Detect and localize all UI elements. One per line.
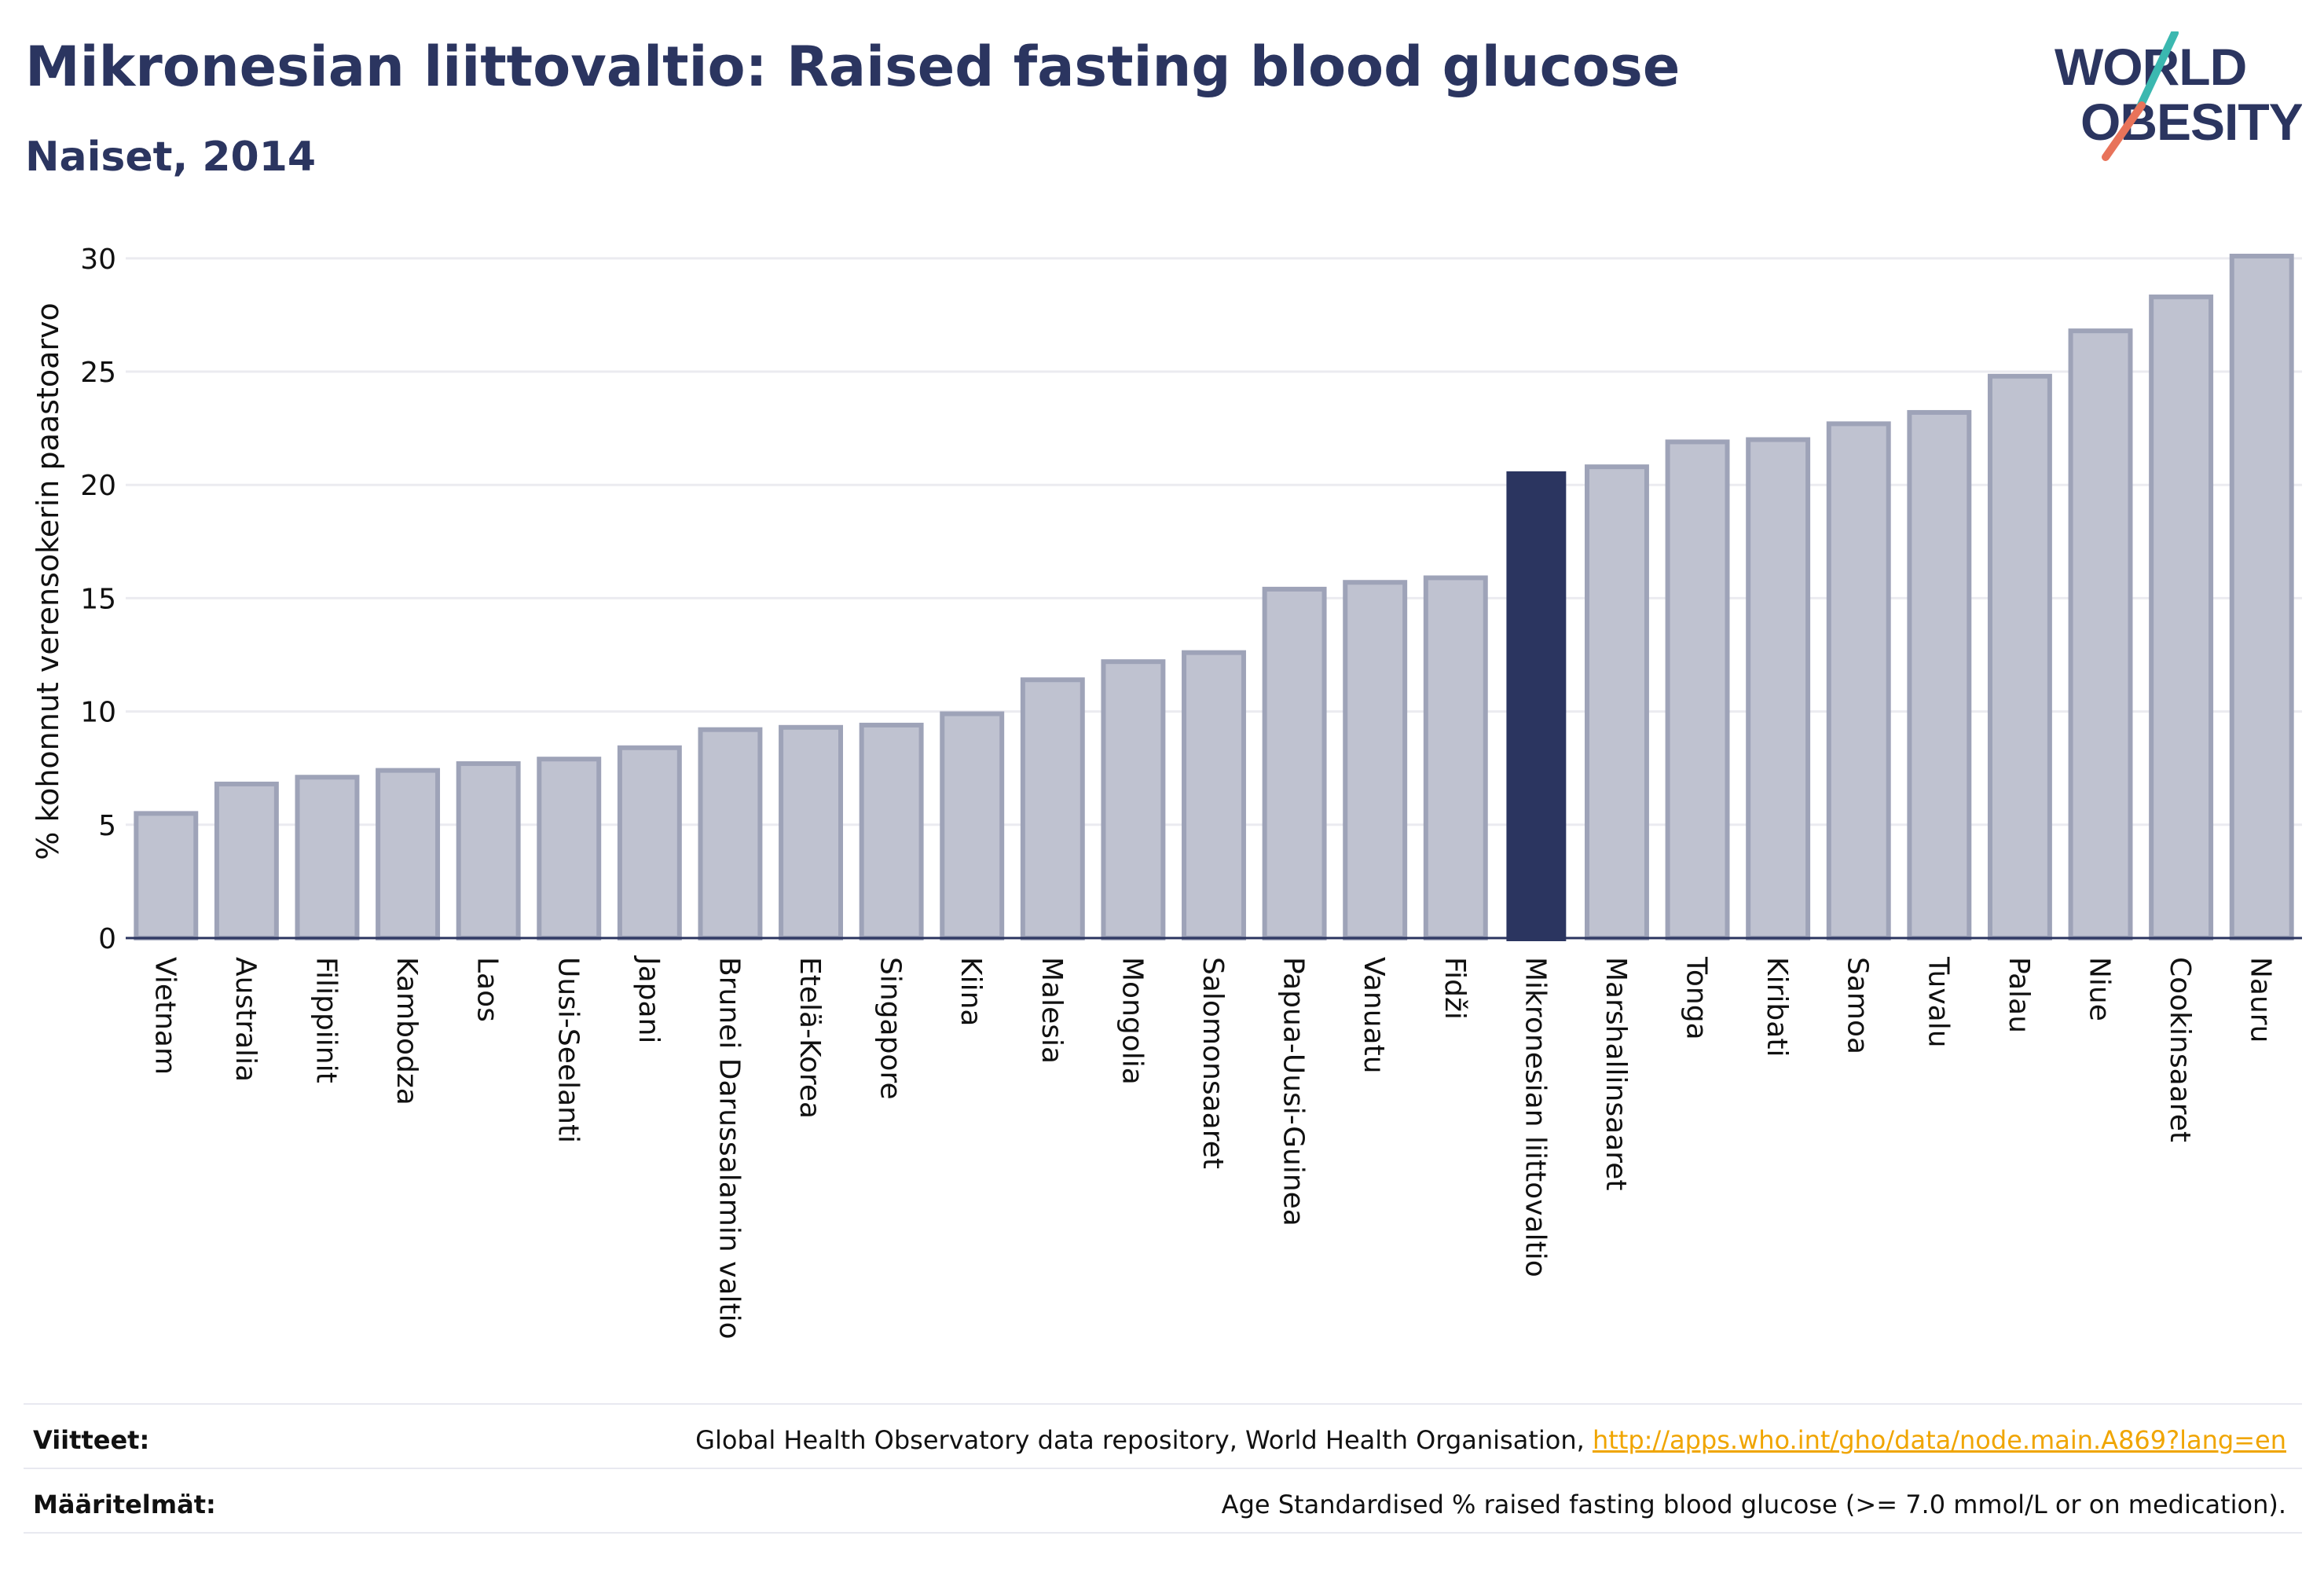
bar-mikronesian-liittovaltio[interactable] (1506, 471, 1567, 941)
x-tick-label: Uusi-Seelanti (552, 957, 584, 1143)
x-tick-label: Papua-Uusi-Guinea (1277, 957, 1310, 1226)
bar-chart: 0 5 10 15 20 25 30 Vietnam Australia Filippiinit… (31, 244, 2302, 1340)
footer-divider-top (24, 1403, 2302, 1405)
references-link[interactable]: http://apps.who.int/gho/data/node.main.A… (1592, 1425, 2286, 1455)
references-source: Global Health Observatory data repositor… (695, 1425, 1593, 1455)
y-tick-label: 10 (80, 697, 116, 729)
x-tick-label: Tonga (1681, 956, 1713, 1040)
bar-salomonsaaret[interactable] (1182, 650, 1246, 940)
x-tick-label: Kiina (955, 957, 987, 1027)
bar-nauru[interactable] (2229, 253, 2294, 940)
y-tick-label: 30 (80, 244, 116, 276)
x-tick-label: Filippiinit (310, 957, 342, 1083)
bar-kiina[interactable] (940, 711, 1005, 940)
bar-kiribati[interactable] (1746, 437, 1811, 940)
definitions-label: Määritelmät: (33, 1490, 216, 1519)
bar-samoa[interactable] (1826, 421, 1891, 940)
bar-marshallinsaaret[interactable] (1585, 464, 1649, 940)
y-tick-labels: 0 5 10 15 20 25 30 (80, 244, 116, 955)
x-tick-label: Samoa (1842, 957, 1874, 1054)
chart-subtitle: Naiset, 2014 (25, 134, 317, 181)
x-tick-label: Japani (632, 955, 665, 1043)
x-tick-label: Australia (229, 957, 262, 1082)
bar-etel-korea[interactable] (779, 724, 843, 940)
bar-palau[interactable] (1987, 373, 2052, 940)
y-tick-label: 25 (80, 357, 116, 389)
bar-malesia[interactable] (1020, 677, 1085, 940)
logo-slash-teal (2135, 31, 2179, 114)
y-tick-label: 20 (80, 470, 116, 502)
x-tick-label: Mikronesian liittovaltio (1519, 957, 1551, 1277)
x-tick-label: Singapore (874, 957, 907, 1100)
world-obesity-logo: WORLD OBESITY (2055, 31, 2302, 161)
definitions-text: Age Standardised % raised fasting blood … (1221, 1490, 2286, 1519)
references-text: Global Health Observatory data repositor… (695, 1425, 2286, 1455)
x-tick-label: Niue (2084, 957, 2116, 1021)
bar-papua-uusi-guinea[interactable] (1262, 586, 1327, 940)
x-tick-label: Salomonsaaret (1197, 957, 1229, 1169)
y-axis-label: % kohonnut verensokerin paastoarvo (31, 302, 65, 859)
bar-vanuatu[interactable] (1343, 580, 1408, 940)
x-tick-label: Vietnam (148, 957, 181, 1075)
bar-tuvalu[interactable] (1907, 409, 1972, 940)
x-tick-label: Nauru (2245, 957, 2277, 1043)
x-tick-label: Tuvalu (1922, 956, 1954, 1048)
bar-australia[interactable] (214, 781, 279, 941)
y-tick-label: 5 (98, 810, 116, 842)
bar-filippiinit[interactable] (295, 775, 360, 941)
x-tick-label: Fidži (1439, 957, 1471, 1020)
x-tick-label: Mongolia (1116, 957, 1148, 1085)
logo-slash-coral (2102, 101, 2146, 161)
x-tick-label: Vanuatu (1358, 957, 1390, 1074)
references-label: Viitteet: (33, 1425, 150, 1455)
x-tick-label: Cookinsaaret (2164, 957, 2196, 1142)
x-tick-label: Malesia (1036, 957, 1068, 1064)
chart-title: Mikronesian liittovaltio: Raised fasting… (25, 35, 1681, 99)
bar-cookinsaaret[interactable] (2149, 294, 2214, 940)
y-tick-label: 0 (98, 923, 116, 955)
bar-kambodza[interactable] (376, 768, 441, 941)
bar-brunei-darussalamin-valtio[interactable] (698, 727, 763, 941)
x-tick-labels: Vietnam Australia Filippiinit Kambodza Laos U… (148, 955, 2276, 1340)
x-tick-label: Kiribati (1761, 957, 1793, 1057)
bar-fid-i[interactable] (1423, 575, 1488, 941)
footer-divider-middle (24, 1468, 2302, 1469)
bar-japani[interactable] (617, 745, 682, 940)
footer-divider-bottom (24, 1532, 2302, 1534)
x-tick-label: Kambodza (390, 957, 423, 1105)
bar-singapore[interactable] (859, 722, 924, 940)
x-tick-label: Palau (2003, 957, 2035, 1033)
x-tick-label: Brunei Darussalamin valtio (713, 957, 745, 1340)
x-tick-label: Etelä-Korea (794, 957, 826, 1119)
y-tick-label: 15 (80, 583, 116, 615)
bar-laos[interactable] (456, 761, 521, 941)
bar-tonga[interactable] (1665, 439, 1730, 940)
bars (134, 253, 2294, 941)
x-tick-label: Laos (471, 957, 504, 1022)
bar-vietnam[interactable] (134, 811, 199, 940)
bar-niue[interactable] (2068, 328, 2133, 941)
bar-mongolia[interactable] (1101, 659, 1166, 940)
x-tick-label: Marshallinsaaret (1600, 957, 1632, 1191)
bar-uusi-seelanti[interactable] (537, 757, 602, 940)
